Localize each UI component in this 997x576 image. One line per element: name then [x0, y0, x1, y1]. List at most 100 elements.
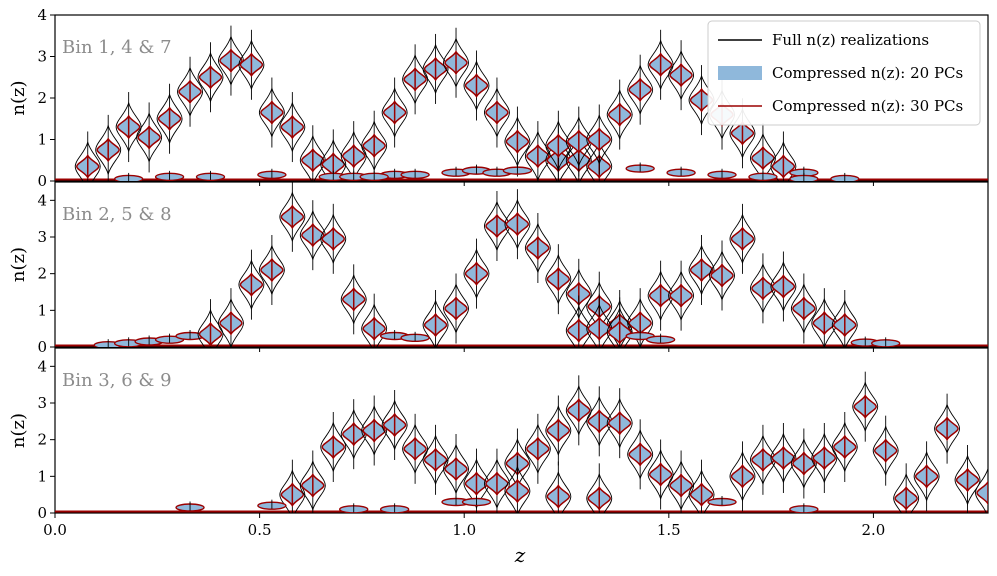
violin-bin-8: [790, 273, 817, 344]
violin-bin-3: [361, 395, 388, 466]
violin-bin-1: [177, 56, 203, 127]
violin-bin-4: [422, 33, 449, 104]
legend-label: Compressed n(z): 30 PCs: [772, 97, 963, 115]
violin-bin-7: [749, 123, 776, 181]
violin-bin-2: [340, 264, 367, 335]
violin-bin-6: [627, 419, 654, 490]
violin-bin-8: [688, 235, 715, 305]
legend-label: Full n(z) realizations: [772, 31, 929, 49]
violin-tails: [645, 333, 676, 344]
y-axis-label: n(z): [8, 247, 29, 282]
violin-bin-9: [934, 393, 961, 464]
x-tick-label: 1.5: [657, 521, 681, 539]
violin-bin-4: [483, 77, 510, 148]
violin-bin-5: [545, 244, 572, 315]
violin-bin-8: [749, 253, 776, 324]
violin-tails: [113, 172, 144, 181]
violin-bin-7: [545, 110, 572, 181]
violin-bin-9: [975, 457, 988, 513]
violin-bin-9: [770, 423, 797, 493]
violin-bin-3: [299, 450, 326, 513]
violin-bin-4: [463, 50, 490, 121]
y-tick-label: 3: [37, 228, 47, 246]
violin-tails: [339, 503, 369, 513]
panel-bin-label: Bin 1, 4 & 7: [62, 37, 172, 58]
violin-bin-4: [402, 44, 429, 115]
y-tick-label: 3: [37, 48, 47, 66]
violin-bin-8: [709, 240, 735, 311]
violin-bin-4: [524, 121, 551, 181]
violin-bin-7: [606, 79, 633, 150]
panel-bin-label: Bin 3, 6 & 9: [62, 370, 172, 391]
y-tick-label: 1: [37, 301, 47, 319]
violin-bin-9: [729, 441, 756, 512]
violin-tails: [197, 299, 224, 347]
y-tick-label: 4: [37, 191, 47, 209]
x-axis: 0.0 0.5 1.0 1.5 2.0: [43, 181, 885, 539]
violin-bin-7: [770, 131, 797, 181]
panel-frame: [54, 347, 989, 514]
y-tick-label: 2: [37, 265, 47, 283]
y-tick-label: 1: [37, 131, 47, 149]
panel-2: 0 1 2 3 4 n(z) Bin 2, 5 & 8: [8, 181, 989, 356]
violin-tails: [830, 172, 860, 181]
x-tick-label: 2.0: [861, 521, 885, 539]
y-tick-label: 1: [37, 467, 47, 485]
violins: [55, 371, 988, 513]
y-tick-label: 0: [37, 338, 47, 356]
violin-bin-1: [320, 129, 347, 181]
legend-entry: Full n(z) realizations: [718, 31, 929, 49]
violin-bin-1: [299, 125, 326, 181]
violin-tails: [688, 459, 715, 513]
violin-tails: [400, 331, 430, 343]
y-tick-label: 4: [37, 357, 47, 375]
violin-tails: [789, 172, 819, 181]
violin-bin-1: [258, 77, 285, 148]
violin-bin-6: [647, 439, 674, 510]
violin-bin-9: [790, 428, 817, 499]
violin-bin-2: [320, 203, 347, 274]
legend-entry: Compressed n(z): 20 PCs: [718, 64, 963, 82]
violin-tails: [400, 168, 430, 179]
violin-bin-6: [668, 450, 695, 513]
legend-label: Compressed n(z): 20 PCs: [772, 64, 963, 82]
violin-tails: [606, 297, 633, 347]
violin-bin-9: [852, 371, 879, 442]
panel-3: 0 1 2 3 4 n(z) Bin 3, 6 & 9: [8, 347, 989, 522]
violin-bin-2: [279, 182, 306, 252]
violin-bin-1: [156, 83, 183, 154]
violin-bin-3: [422, 424, 449, 495]
violin-bin-7: [668, 40, 695, 111]
panel-bin-label: Bin 2, 5 & 8: [62, 204, 172, 225]
violin-bin-5: [504, 189, 531, 260]
x-tick-label: 1.0: [452, 521, 476, 539]
violin-tails: [586, 293, 613, 347]
y-tick-label: 2: [37, 89, 47, 107]
legend-entry: Compressed n(z): 30 PCs: [718, 97, 963, 115]
violin-tails: [379, 503, 410, 513]
violin-bin-1: [136, 102, 163, 173]
violin-tails: [545, 461, 572, 513]
violin-bin-8: [668, 260, 695, 331]
violin-tails: [748, 170, 778, 181]
panel-frame: [54, 181, 989, 348]
y-tick-label: 0: [37, 504, 47, 522]
violin-bin-9: [954, 445, 981, 513]
violin-bin-2: [258, 235, 285, 305]
legend-box: [707, 20, 981, 126]
violin-bin-2: [299, 200, 326, 271]
violin-tails: [707, 496, 737, 507]
violin-bin-3: [320, 412, 347, 482]
violin-tails: [461, 496, 492, 507]
violin-bin-1: [95, 114, 122, 181]
legend: Full n(z) realizations Compressed n(z): 2…: [707, 20, 981, 126]
violin-tails: [625, 162, 655, 173]
violin-tails: [789, 503, 819, 513]
violin-bin-3: [402, 413, 429, 484]
x-tick-label: 0.5: [248, 521, 272, 539]
violin-tails: [502, 164, 533, 175]
violin-bin-5: [443, 273, 469, 344]
violin-bin-5: [524, 213, 551, 283]
violin-bin-8: [871, 337, 901, 347]
violin-bin-2: [218, 288, 244, 347]
